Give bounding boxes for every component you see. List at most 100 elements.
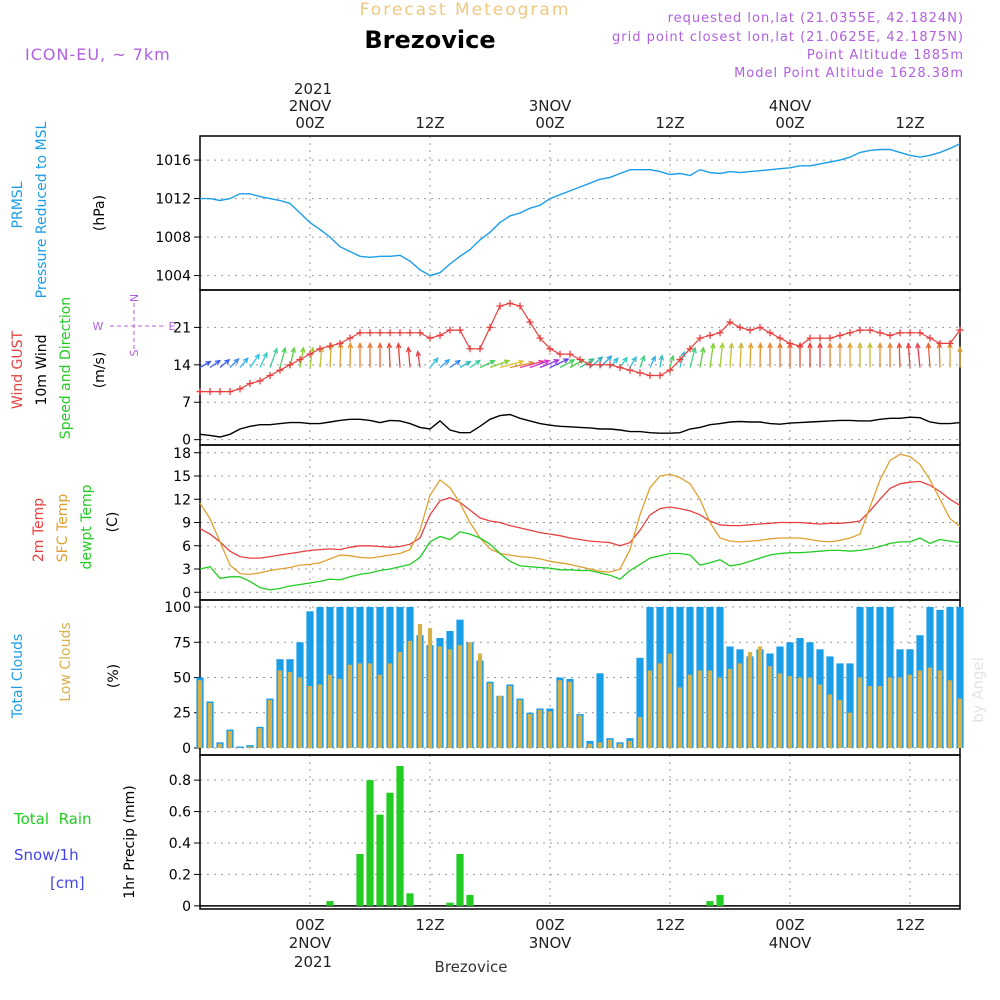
compass-rose: N S W E xyxy=(93,294,176,357)
gust-marker xyxy=(836,331,844,339)
wind-arrow-head xyxy=(631,355,637,363)
gust-marker xyxy=(346,334,354,342)
bottom-time-label: 12Z xyxy=(415,916,444,934)
wind-arrow-head xyxy=(281,346,287,354)
wind-arrow xyxy=(299,346,306,368)
watermark: by Angel xyxy=(969,657,987,723)
gridpoint-coords: grid point closest lon,lat (21.0625E, 42… xyxy=(612,30,964,45)
gust-marker xyxy=(586,361,594,369)
low-cloud-bar xyxy=(927,667,933,748)
pressure-label-2: Pressure Reduced to MSL xyxy=(34,121,50,298)
requested-coords: requested lon,lat (21.0355E, 42.1824N) xyxy=(668,11,964,26)
gust-marker xyxy=(726,318,734,326)
low-cloud-bar xyxy=(207,702,213,748)
y-tick-label: 0 xyxy=(182,585,191,601)
bottom-date-label: 2NOV xyxy=(289,934,332,952)
gust-marker xyxy=(656,372,664,380)
bottom-date-label: 4NOV xyxy=(769,934,812,952)
wind-arrow-head xyxy=(454,359,462,366)
wind-arrow-shaft xyxy=(938,343,941,368)
gust-marker xyxy=(266,372,274,380)
wind-panel: 0 7 14 21 xyxy=(173,289,964,449)
precip-labels: Total Rain Snow/1h [cm] 1hr Precip (mm) xyxy=(13,785,138,898)
wind-arrow-shaft xyxy=(407,347,411,368)
low-cloud-bar xyxy=(897,677,903,748)
gust-marker xyxy=(896,329,904,337)
y-tick-label: 0 xyxy=(182,899,191,915)
wind-arrow-shaft xyxy=(599,355,612,368)
wind-arrow-shaft xyxy=(259,352,268,368)
y-tick-label: 50 xyxy=(173,671,191,687)
wind-arrow xyxy=(499,359,525,369)
low-cloud-bar xyxy=(697,670,703,748)
low-cloud-bar xyxy=(547,711,553,748)
wind-arrow-head xyxy=(357,342,363,349)
wind-arrow-head xyxy=(925,342,932,349)
wind-arrow-head xyxy=(262,351,268,359)
wind-arrow-head xyxy=(669,354,675,361)
low-cloud-bar xyxy=(297,677,303,748)
wind-arrow xyxy=(209,359,222,369)
compass-n: N xyxy=(128,294,141,302)
low-cloud-bar xyxy=(687,674,693,748)
wind-arrow-head xyxy=(386,342,393,349)
low-cloud-bar xyxy=(667,653,673,748)
wind-arrow xyxy=(589,356,604,368)
wind-arrow-shaft xyxy=(519,360,544,369)
wind-arrow-head xyxy=(272,347,278,354)
wind-arrow-shaft xyxy=(479,360,495,369)
wind-arrow-head xyxy=(867,342,873,349)
wind-arrow-shaft xyxy=(299,347,305,368)
rain-bar xyxy=(466,894,474,906)
wind-arrow-head xyxy=(405,346,412,353)
temp-line xyxy=(199,453,961,576)
wind-arrow xyxy=(629,355,637,368)
wind-arrow xyxy=(738,342,744,368)
gust-marker xyxy=(796,342,804,350)
wind-arrow xyxy=(619,356,628,368)
wind-arrow-head xyxy=(896,342,903,349)
gust-marker xyxy=(356,329,364,337)
total-cloud-bar xyxy=(596,673,604,748)
low-cloud-bar xyxy=(227,731,233,748)
wind-arrow xyxy=(279,346,287,368)
gust-marker xyxy=(736,323,744,331)
gust-marker xyxy=(316,345,324,353)
top-time-label: 00Z xyxy=(775,114,804,132)
wind-arrow-head xyxy=(588,358,595,364)
wind-arrow xyxy=(649,355,656,368)
gust-marker xyxy=(206,388,214,396)
wind-arrow-head xyxy=(807,342,813,349)
wind-arrow-head xyxy=(465,360,472,367)
gust-marker xyxy=(946,339,954,347)
wind-arrow xyxy=(539,359,560,369)
gust-marker xyxy=(216,388,224,396)
wind-arrow xyxy=(429,357,439,368)
total-cloud-bar xyxy=(846,663,854,748)
low-cloud-bar xyxy=(377,674,383,748)
rain-bar xyxy=(366,780,374,906)
gust-marker xyxy=(256,377,264,385)
gust-marker xyxy=(556,350,564,358)
gust-marker xyxy=(506,299,514,307)
low-cloud-bar xyxy=(327,674,333,748)
rain-bar xyxy=(716,894,724,906)
location-title: Brezovice xyxy=(364,26,495,54)
wind-arrow xyxy=(309,346,315,368)
low-cloud-bar xyxy=(827,694,833,748)
wind-arrow xyxy=(699,346,706,368)
wind-arrow-shaft xyxy=(339,343,342,368)
low-cloud-bar xyxy=(627,740,633,748)
wind-arrow xyxy=(479,360,496,369)
low-cloud-bar xyxy=(907,674,913,748)
wind-arrow-shaft xyxy=(739,343,742,368)
wind-arrow xyxy=(609,357,619,368)
low-cloud-bar xyxy=(357,663,363,748)
wind-arrow xyxy=(599,355,613,368)
wind-arrow-shaft xyxy=(219,359,230,368)
rain-bar xyxy=(456,854,464,906)
low-cloud-bar xyxy=(287,671,293,748)
low-cloud-bar xyxy=(937,670,943,748)
wind-arrow xyxy=(199,360,212,369)
